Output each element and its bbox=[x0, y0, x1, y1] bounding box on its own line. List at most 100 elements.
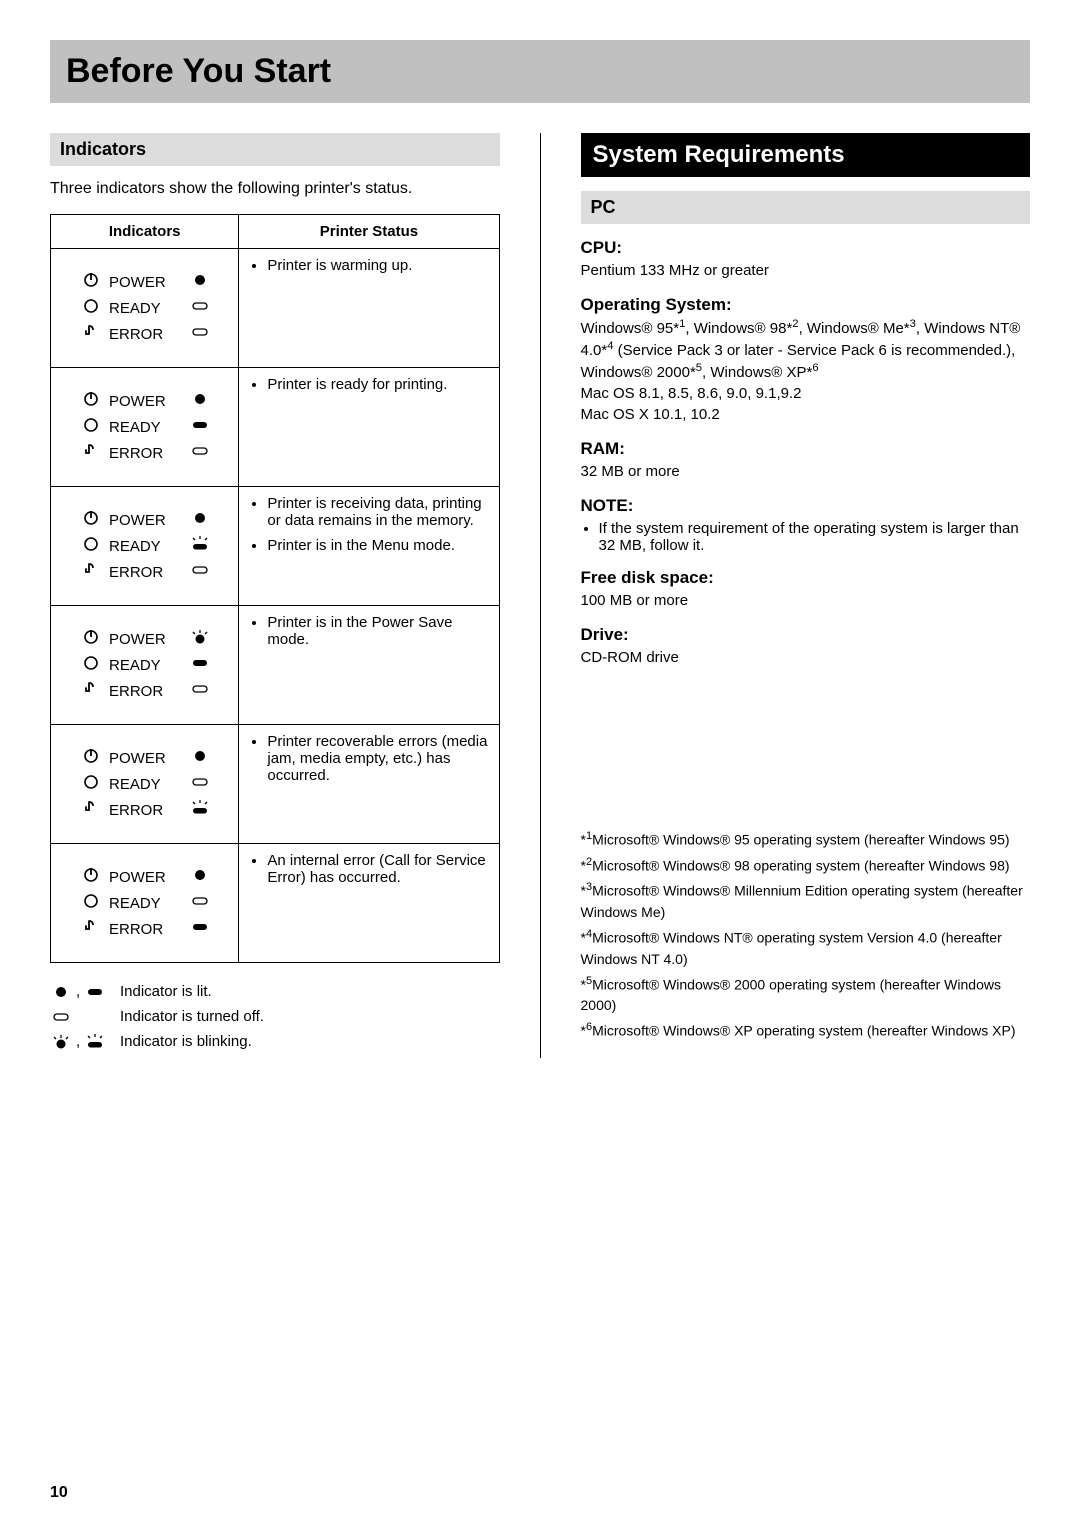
ready-state-icon bbox=[187, 893, 213, 913]
indicator-cell: POWER READY ERROR bbox=[51, 606, 239, 725]
ready-icon bbox=[81, 892, 101, 914]
error-label: ERROR bbox=[109, 564, 179, 581]
indicator-line-error: ERROR bbox=[61, 442, 228, 464]
legend: , Indicator is lit. Indicator is turned … bbox=[50, 983, 500, 1050]
spec-label: Operating System: bbox=[581, 295, 1031, 315]
status-cell: Printer is receiving data, printing or d… bbox=[239, 487, 499, 606]
status-item: Printer recoverable errors (media jam, m… bbox=[267, 733, 488, 784]
power-state-icon bbox=[187, 391, 213, 411]
error-icon bbox=[81, 680, 101, 702]
power-label: POWER bbox=[109, 631, 179, 648]
legend-lit-icons: , bbox=[50, 983, 110, 1000]
power-label: POWER bbox=[109, 869, 179, 886]
ready-icon bbox=[81, 535, 101, 557]
spec-label: NOTE: bbox=[581, 496, 1031, 516]
error-state-icon bbox=[187, 562, 213, 582]
footnote: *2Microsoft® Windows® 98 operating syste… bbox=[581, 854, 1031, 877]
power-state-icon bbox=[187, 748, 213, 768]
power-label: POWER bbox=[109, 393, 179, 410]
power-icon bbox=[81, 271, 101, 293]
indicator-cell: POWER READY ERROR bbox=[51, 487, 239, 606]
status-item: Printer is ready for printing. bbox=[267, 376, 488, 393]
ready-icon bbox=[81, 654, 101, 676]
indicator-line-ready: READY bbox=[61, 892, 228, 914]
error-label: ERROR bbox=[109, 921, 179, 938]
spec-note-list: If the system requirement of the operati… bbox=[581, 520, 1031, 554]
indicators-heading: Indicators bbox=[50, 133, 500, 166]
status-item: An internal error (Call for Service Erro… bbox=[267, 852, 488, 886]
legend-blink-text: Indicator is blinking. bbox=[120, 1033, 252, 1050]
indicator-cell: POWERREADYERROR bbox=[51, 725, 239, 844]
spec-label: Drive: bbox=[581, 625, 1031, 645]
page-title: Before You Start bbox=[50, 40, 1030, 103]
legend-row-off: Indicator is turned off. bbox=[50, 1008, 500, 1025]
error-state-icon bbox=[187, 443, 213, 463]
indicator-line-ready: READY bbox=[61, 297, 228, 319]
ready-label: READY bbox=[109, 300, 179, 317]
legend-off-text: Indicator is turned off. bbox=[120, 1008, 264, 1025]
indicator-line-error: ERROR bbox=[61, 918, 228, 940]
status-item: Printer is in the Power Save mode. bbox=[267, 614, 488, 648]
status-cell: An internal error (Call for Service Erro… bbox=[239, 844, 499, 963]
ready-label: READY bbox=[109, 895, 179, 912]
spec-body: 100 MB or more bbox=[581, 590, 1031, 611]
indicator-line-power: POWER bbox=[61, 390, 228, 412]
page-number: 10 bbox=[50, 1484, 68, 1502]
ready-state-icon bbox=[187, 298, 213, 318]
error-icon bbox=[81, 442, 101, 464]
ready-label: READY bbox=[109, 538, 179, 555]
status-item: Printer is in the Menu mode. bbox=[267, 537, 488, 554]
ready-state-icon bbox=[187, 536, 213, 556]
footnote: *1Microsoft® Windows® 95 operating syste… bbox=[581, 828, 1031, 851]
legend-off-icons bbox=[50, 1009, 110, 1025]
spec-label: RAM: bbox=[581, 439, 1031, 459]
power-icon bbox=[81, 509, 101, 531]
error-icon bbox=[81, 561, 101, 583]
system-requirements-heading: System Requirements bbox=[581, 133, 1031, 177]
indicator-line-error: ERROR bbox=[61, 323, 228, 345]
right-column: System Requirements PC CPU:Pentium 133 M… bbox=[581, 123, 1031, 1058]
footnote: *4Microsoft® Windows NT® operating syste… bbox=[581, 926, 1031, 970]
table-header-indicators: Indicators bbox=[51, 215, 239, 249]
error-icon bbox=[81, 799, 101, 821]
error-icon bbox=[81, 918, 101, 940]
power-icon bbox=[81, 747, 101, 769]
error-state-icon bbox=[187, 324, 213, 344]
indicator-line-power: POWER bbox=[61, 271, 228, 293]
error-state-icon bbox=[187, 800, 213, 820]
legend-blink-icons: , bbox=[50, 1033, 110, 1050]
spec-label: CPU: bbox=[581, 238, 1031, 258]
column-divider bbox=[540, 133, 541, 1058]
power-label: POWER bbox=[109, 512, 179, 529]
status-item: Printer is warming up. bbox=[267, 257, 488, 274]
status-cell: Printer is in the Power Save mode. bbox=[239, 606, 499, 725]
error-icon bbox=[81, 323, 101, 345]
error-label: ERROR bbox=[109, 445, 179, 462]
power-icon bbox=[81, 628, 101, 650]
indicator-line-ready: READY bbox=[61, 654, 228, 676]
ready-icon bbox=[81, 297, 101, 319]
indicator-line-error: ERROR bbox=[61, 799, 228, 821]
power-state-icon bbox=[187, 867, 213, 887]
spec-body: 32 MB or more bbox=[581, 461, 1031, 482]
indicator-line-ready: READY bbox=[61, 773, 228, 795]
indicator-line-ready: READY bbox=[61, 416, 228, 438]
indicator-line-error: ERROR bbox=[61, 680, 228, 702]
error-label: ERROR bbox=[109, 802, 179, 819]
indicator-line-power: POWER bbox=[61, 866, 228, 888]
indicators-table: Indicators Printer Status POWERREADYERRO… bbox=[50, 214, 500, 963]
error-label: ERROR bbox=[109, 683, 179, 700]
footnote: *3Microsoft® Windows® Millennium Edition… bbox=[581, 879, 1031, 923]
left-column: Indicators Three indicators show the fol… bbox=[50, 123, 500, 1058]
spec-body: CD-ROM drive bbox=[581, 647, 1031, 668]
power-state-icon bbox=[187, 510, 213, 530]
power-state-icon bbox=[187, 629, 213, 649]
spec-body: Windows® 95*1, Windows® 98*2, Windows® M… bbox=[581, 317, 1031, 425]
indicator-line-error: ERROR bbox=[61, 561, 228, 583]
indicator-line-power: POWER bbox=[61, 628, 228, 650]
status-cell: Printer is ready for printing. bbox=[239, 368, 499, 487]
indicator-cell: POWER READY ERROR bbox=[51, 368, 239, 487]
ready-icon bbox=[81, 773, 101, 795]
status-item: Printer is receiving data, printing or d… bbox=[267, 495, 488, 529]
power-state-icon bbox=[187, 272, 213, 292]
